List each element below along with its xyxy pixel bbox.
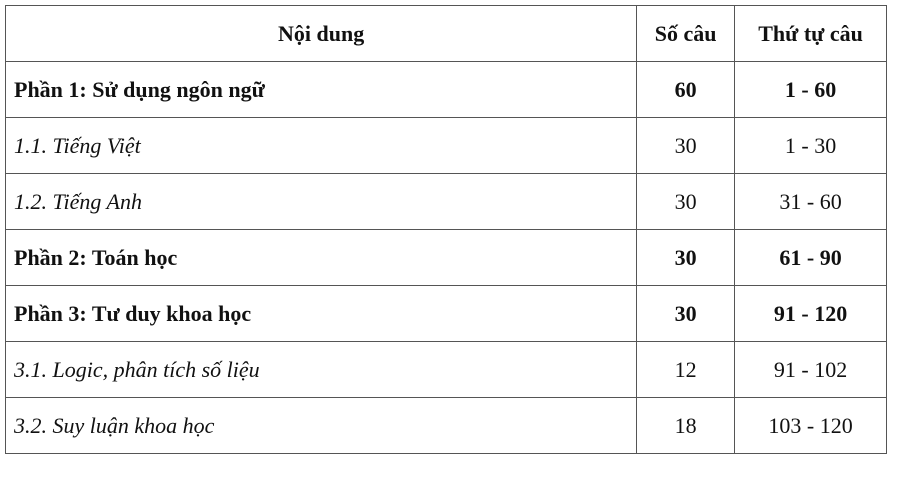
row-content: Phần 2: Toán học [4,229,638,286]
row-order: 91 - 120 [734,285,887,342]
header-count: Số câu [636,5,736,62]
table-row: Phần 2: Toán học 30 61 - 90 [4,229,887,286]
row-order: 1 - 60 [734,61,887,118]
table-row: 1.2. Tiếng Anh 30 31 - 60 [4,173,887,230]
row-order: 91 - 102 [734,341,887,398]
row-order: 31 - 60 [734,173,887,230]
header-content: Nội dung [4,5,638,62]
row-content: 1.1. Tiếng Việt [4,117,638,174]
row-count: 30 [636,117,736,174]
table-row: Phần 1: Sử dụng ngôn ngữ 60 1 - 60 [4,61,887,118]
row-count: 60 [636,61,736,118]
row-count: 12 [636,341,736,398]
row-content: 1.2. Tiếng Anh [4,173,638,230]
row-order: 61 - 90 [734,229,887,286]
table-row: 1.1. Tiếng Việt 30 1 - 30 [4,117,887,174]
row-count: 18 [636,397,736,454]
header-order: Thứ tự câu [734,5,887,62]
row-content: Phần 1: Sử dụng ngôn ngữ [4,61,638,118]
table-row: 3.2. Suy luận khoa học 18 103 - 120 [4,397,887,454]
row-content: 3.2. Suy luận khoa học [4,397,638,454]
row-order: 1 - 30 [734,117,887,174]
row-content: 3.1. Logic, phân tích số liệu [4,341,638,398]
table-header-row: Nội dung Số câu Thứ tự câu [4,5,887,62]
table-row: Phần 3: Tư duy khoa học 30 91 - 120 [4,285,887,342]
table-row: 3.1. Logic, phân tích số liệu 12 91 - 102 [4,341,887,398]
row-count: 30 [636,229,736,286]
exam-structure-table: Nội dung Số câu Thứ tự câu Phần 1: Sử dụ… [4,5,887,454]
row-order: 103 - 120 [734,397,887,454]
row-count: 30 [636,285,736,342]
row-content: Phần 3: Tư duy khoa học [4,285,638,342]
row-count: 30 [636,173,736,230]
